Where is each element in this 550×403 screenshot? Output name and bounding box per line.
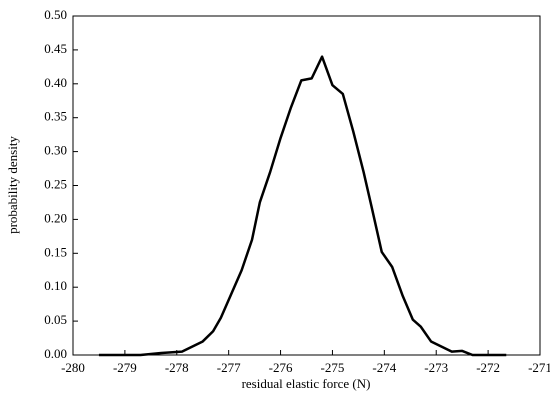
x-tick-label: -277: [217, 360, 241, 375]
y-tick-label: 0.10: [44, 278, 67, 293]
y-tick-label: 0.40: [44, 75, 67, 90]
x-tick-label: -276: [269, 360, 293, 375]
plot-frame: [72, 15, 541, 356]
y-tick-label: 0.35: [44, 109, 67, 124]
y-tick-label: 0.30: [44, 143, 67, 158]
y-axis-label: probability density: [5, 136, 20, 234]
x-axis-label: residual elastic force (N): [242, 376, 371, 391]
x-tick-label: -271: [528, 360, 550, 375]
x-tick-label: -272: [476, 360, 500, 375]
y-tick-label: 0.15: [44, 244, 67, 259]
y-tick-label: 0.50: [44, 7, 67, 22]
x-tick-label: -274: [372, 360, 396, 375]
y-tick-label: 0.00: [44, 346, 67, 361]
x-tick-label: -275: [321, 360, 345, 375]
y-tick-label: 0.45: [44, 41, 67, 56]
x-tick-label: -273: [424, 360, 448, 375]
y-tick-label: 0.25: [44, 176, 67, 191]
x-tick-label: -279: [113, 360, 137, 375]
data-line: [98, 55, 507, 357]
y-tick-label: 0.20: [44, 210, 67, 225]
y-tick-label: 0.05: [44, 312, 67, 327]
x-tick-label: -278: [165, 360, 189, 375]
x-tick-label: -280: [61, 360, 85, 375]
